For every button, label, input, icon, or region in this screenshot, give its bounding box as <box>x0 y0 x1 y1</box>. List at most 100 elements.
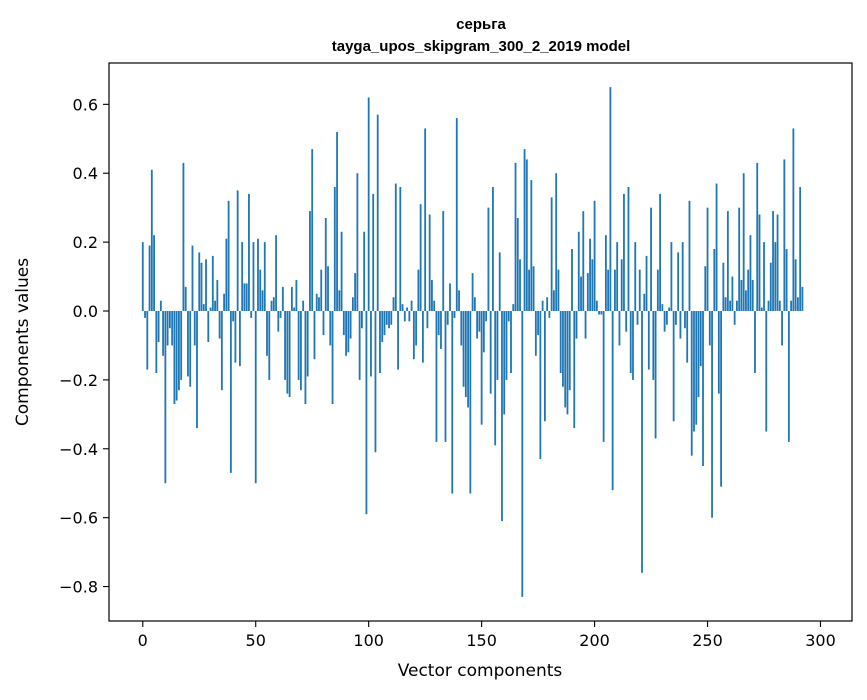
bar <box>600 311 603 315</box>
bar <box>433 300 436 311</box>
bar <box>381 311 384 342</box>
bar <box>191 245 194 311</box>
bar <box>555 173 558 311</box>
bar <box>340 231 343 311</box>
bar <box>286 311 289 394</box>
bar <box>236 190 239 311</box>
bar <box>760 307 763 311</box>
x-axis-ticks: 0 50 100 150 200 250 300 <box>138 621 836 650</box>
bar <box>403 311 406 322</box>
bar <box>333 187 336 311</box>
bar <box>268 311 271 380</box>
bar <box>153 235 155 311</box>
chart-title-line2: tayga_upos_skipgram_300_2_2019 model <box>332 38 631 55</box>
bar <box>322 311 325 336</box>
bar <box>189 311 192 387</box>
y-tick-label: 0.0 <box>73 302 98 321</box>
bar <box>568 311 571 391</box>
bar <box>711 311 713 518</box>
bar <box>347 311 350 353</box>
bar <box>223 293 225 311</box>
bar <box>374 311 377 453</box>
bar <box>713 249 716 311</box>
bar <box>632 311 634 380</box>
bar <box>428 214 431 311</box>
bar <box>424 128 427 311</box>
bar <box>178 311 180 391</box>
bar <box>297 311 300 380</box>
bar <box>525 159 528 311</box>
bar <box>785 249 788 311</box>
bar <box>295 280 298 311</box>
bar <box>309 211 311 311</box>
y-tick-label: 0.6 <box>73 95 98 114</box>
bar <box>288 311 291 398</box>
bar <box>783 159 786 311</box>
bar <box>693 311 695 432</box>
bar <box>571 249 573 311</box>
bar <box>724 297 727 311</box>
bar <box>706 207 709 311</box>
bar <box>532 266 535 311</box>
bar <box>686 311 689 363</box>
bar <box>342 311 345 336</box>
bar <box>370 311 372 377</box>
bar <box>320 269 323 311</box>
bar <box>487 207 490 311</box>
bar <box>717 311 720 394</box>
bar <box>736 300 738 311</box>
bar <box>715 183 718 311</box>
bar <box>211 255 214 311</box>
bar <box>749 235 752 311</box>
bar <box>641 311 643 573</box>
y-axis-ticks: −0.8 −0.6 −0.4 −0.2 0.0 0.2 0.4 0.6 <box>59 95 109 597</box>
bar <box>207 311 210 342</box>
bar <box>776 214 779 311</box>
bar <box>392 297 395 311</box>
bar <box>787 311 790 442</box>
bar <box>598 311 601 315</box>
bar <box>440 311 442 349</box>
bar <box>442 211 445 311</box>
bar <box>510 311 512 373</box>
bar <box>614 269 616 311</box>
bar <box>489 311 492 394</box>
bar <box>708 311 711 346</box>
bar <box>702 311 704 466</box>
bar <box>168 311 171 329</box>
bar <box>354 273 357 311</box>
bar <box>690 311 693 456</box>
bar <box>356 173 359 311</box>
bar <box>726 211 729 311</box>
bar <box>437 311 440 336</box>
bar <box>792 128 795 311</box>
bar <box>218 311 221 339</box>
bar <box>209 307 212 311</box>
bar <box>636 311 639 325</box>
bar <box>390 311 393 325</box>
bar <box>512 304 515 311</box>
bar <box>200 262 203 311</box>
bar <box>358 311 361 380</box>
bar <box>150 169 153 311</box>
bar <box>361 311 363 329</box>
bar <box>216 280 219 311</box>
bar <box>444 311 447 442</box>
bar <box>141 242 144 311</box>
bar <box>155 311 158 373</box>
bar <box>733 311 736 325</box>
bar <box>591 259 594 311</box>
bar <box>758 214 761 311</box>
bar <box>494 311 497 446</box>
bar <box>573 311 576 429</box>
bar <box>327 266 329 311</box>
bar <box>485 311 488 322</box>
bar <box>464 311 467 398</box>
bar <box>661 304 664 311</box>
bar <box>595 300 598 311</box>
bar <box>173 311 176 404</box>
bar <box>243 283 246 311</box>
bar <box>449 283 451 311</box>
bar <box>446 311 449 325</box>
